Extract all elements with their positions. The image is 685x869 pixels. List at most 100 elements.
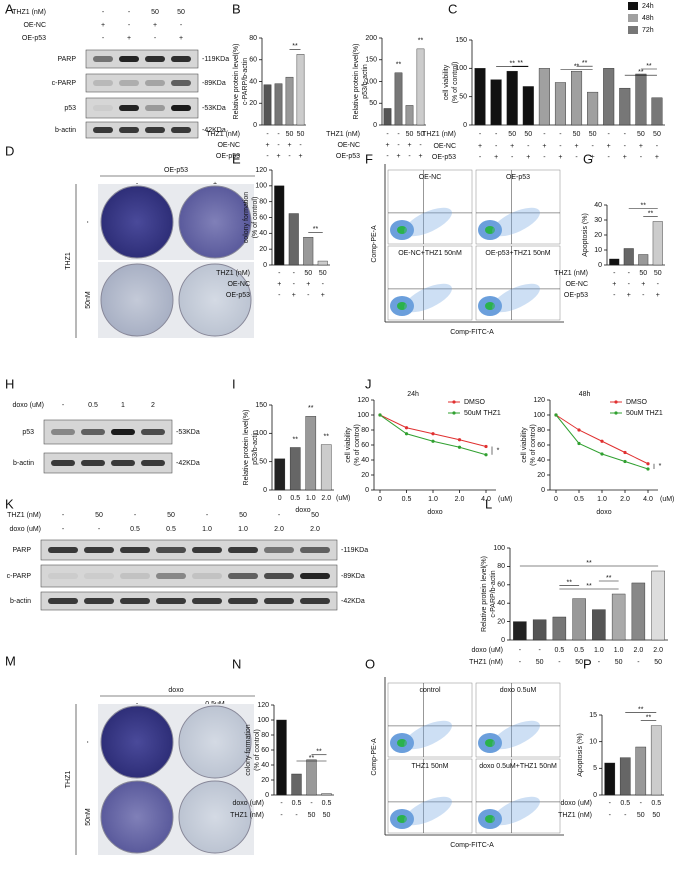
- x-unit: (uM): [660, 496, 674, 503]
- y-tick-label: 10: [594, 247, 602, 254]
- condition-label: OE-NC: [217, 142, 240, 149]
- row-title: THZ1: [65, 771, 72, 789]
- y-tick-label: 20: [249, 100, 257, 107]
- significance-label: **: [574, 63, 580, 70]
- panel-label: A: [5, 1, 14, 16]
- condition-label: OE-p53: [564, 292, 588, 299]
- bar: [587, 91, 599, 126]
- y-tick-label: 40: [537, 457, 545, 464]
- panel-label: F: [365, 151, 373, 166]
- blot-header-value: -: [278, 512, 281, 519]
- y-tick-label: 40: [261, 762, 269, 769]
- blot-band-size: -53KDa: [202, 105, 226, 112]
- significance-label: **: [567, 579, 573, 586]
- condition-value: -: [637, 659, 640, 666]
- condition-value: -: [495, 131, 498, 138]
- blot-header-value: -: [62, 402, 65, 409]
- condition-value: +: [623, 154, 627, 161]
- significance-label: **: [586, 560, 592, 567]
- panel-label: D: [5, 143, 14, 158]
- condition-value: 0.5: [555, 647, 565, 654]
- point: [600, 452, 604, 456]
- blot-band-size: -89KDa: [341, 573, 365, 580]
- x-tick-label: 4.0: [643, 496, 653, 503]
- legend-marker: [614, 411, 618, 415]
- condition-label: OE-p53: [216, 153, 240, 160]
- y-tick-label: 20: [259, 246, 267, 253]
- panel-label: J: [365, 376, 372, 391]
- condition-value: -: [408, 153, 411, 160]
- condition-label: THZ1 (nM): [469, 659, 503, 666]
- dish: [178, 185, 252, 259]
- condition-value: -: [575, 154, 578, 161]
- condition-value: 0.5: [292, 800, 302, 807]
- condition-value: 50: [297, 131, 305, 138]
- x-unit: (uM): [336, 495, 350, 502]
- y-tick-label: 60: [537, 442, 545, 449]
- bar: [522, 86, 534, 126]
- flow-y-label: Comp-PE-A: [371, 225, 378, 263]
- y-tick-label: 20: [537, 472, 545, 479]
- significance-label: **: [648, 210, 654, 217]
- y-tick-label: 80: [497, 563, 505, 570]
- condition-value: +: [306, 281, 310, 288]
- y-tick-label: 15: [589, 712, 597, 719]
- flow-plot-title: control: [419, 687, 440, 694]
- condition-value: 1.0: [594, 647, 604, 654]
- panel-label: M: [5, 653, 16, 668]
- blot-band: [81, 460, 105, 466]
- blot-band: [48, 573, 78, 579]
- condition-value: -: [278, 270, 281, 277]
- condition-value: -: [322, 281, 325, 288]
- cell-cluster: [397, 302, 407, 310]
- condition-label: THZ1 (nM): [206, 131, 240, 138]
- x-tick-label: 0.5: [290, 495, 300, 502]
- condition-value: -: [397, 131, 400, 138]
- bar: [289, 447, 301, 491]
- condition-value: 50: [304, 270, 312, 277]
- condition-value: -: [624, 143, 627, 150]
- bar: [538, 68, 550, 126]
- significance-label: **: [518, 60, 524, 67]
- cell-scatter: [492, 796, 540, 826]
- point: [623, 450, 627, 455]
- y-axis-label: Relative protein level(%): [243, 410, 250, 486]
- y-tick-label: 80: [537, 427, 545, 434]
- row-label: -: [85, 220, 92, 223]
- y-axis-label: cell viability: [345, 427, 352, 463]
- y-tick-label: 100: [257, 717, 269, 724]
- bar: [490, 79, 502, 126]
- blot-band: [228, 573, 258, 579]
- condition-value: -: [295, 812, 298, 819]
- condition-value: 0.5: [620, 800, 630, 807]
- column-title: doxo: [168, 687, 183, 694]
- cell-scatter: [404, 720, 452, 750]
- blot-band: [84, 547, 114, 553]
- blot-header-value: -: [128, 22, 131, 29]
- blot-band: [192, 598, 222, 604]
- blot-band: [120, 573, 150, 579]
- bar: [394, 72, 403, 126]
- blot-band-name: PARP: [57, 56, 76, 63]
- blot-header-value: 1.0: [238, 526, 248, 533]
- condition-value: -: [307, 292, 310, 299]
- blot-band: [300, 547, 330, 553]
- condition-value: -: [479, 131, 482, 138]
- condition-label: THZ1 (nM): [230, 812, 264, 819]
- x-tick-label: 0: [554, 496, 558, 503]
- condition-value: -: [266, 131, 269, 138]
- x-axis-label: doxo: [596, 509, 611, 516]
- blot-band: [145, 56, 165, 62]
- blot-band: [171, 56, 191, 62]
- bar: [263, 84, 272, 126]
- blot-band: [300, 598, 330, 604]
- bar: [619, 757, 631, 796]
- blot-header-label: THZ1 (nM): [12, 9, 46, 16]
- condition-value: 50: [637, 131, 645, 138]
- condition-value: -: [419, 142, 422, 149]
- flow-x-label: Comp-FITC-A: [450, 329, 494, 336]
- y-tick-label: 20: [497, 618, 505, 625]
- dish: [100, 780, 174, 854]
- y-axis-label: cell viability: [443, 64, 450, 100]
- blot-band: [111, 429, 135, 435]
